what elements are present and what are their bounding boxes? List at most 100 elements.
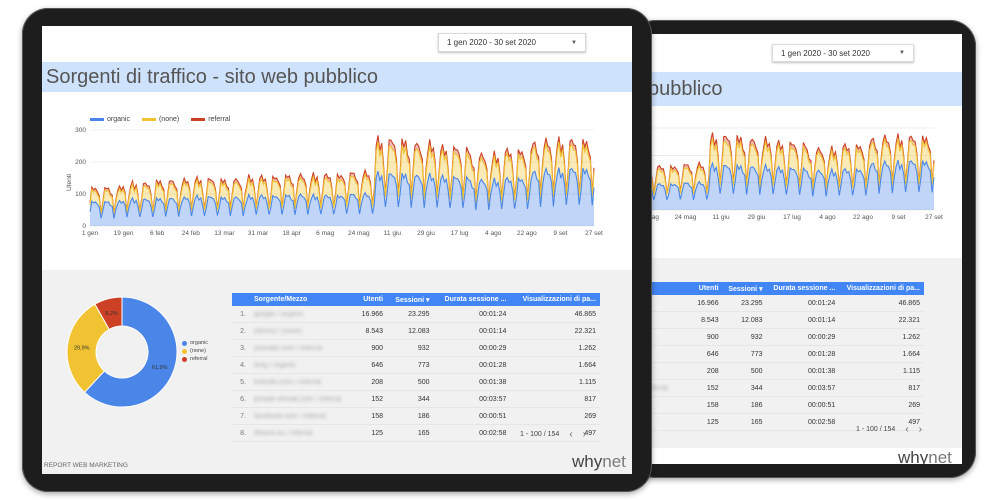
pagination-back: 1 - 100 / 154 ‹ › bbox=[856, 424, 922, 435]
row-index: 5. bbox=[232, 373, 250, 391]
col-header-views[interactable]: Visualizzazioni di pa... bbox=[839, 282, 924, 295]
duration-cell: 00:01:14 bbox=[433, 322, 511, 340]
x-tick-label: 18 apr bbox=[282, 230, 301, 237]
users-cell: 646 bbox=[354, 356, 388, 374]
source-cell: (direct) / (none) bbox=[250, 322, 355, 340]
table-row[interactable]: 1. google / organic 16.966 23.295 00:01:24 46… bbox=[232, 306, 600, 323]
col-header-users[interactable]: Utenti bbox=[354, 293, 388, 306]
chevron-left-icon[interactable]: ‹ bbox=[905, 424, 909, 435]
table-row[interactable]: 3. youtube.com / referral 900 932 00:00:29 1.… bbox=[232, 339, 600, 357]
duration-cell: 00:02:58 bbox=[433, 424, 511, 442]
series-line-organic bbox=[649, 159, 935, 201]
duration-cell: 00:01:28 bbox=[433, 356, 511, 374]
x-tick-label: 4 ago bbox=[485, 230, 502, 237]
users-cell: 8.543 bbox=[354, 322, 388, 340]
table-row[interactable]: 6. portale.ehmail.com / referral 152 344 00:… bbox=[232, 390, 600, 408]
sessions-cell: 186 bbox=[387, 407, 434, 425]
col-header-duration[interactable]: Durata sessione ... bbox=[433, 293, 511, 306]
views-cell: 497 bbox=[839, 413, 924, 431]
date-range-selector-back[interactable]: 1 gen 2020 - 30 set 2020 ▼ bbox=[772, 44, 914, 62]
date-range-text: 1 gen 2020 - 30 set 2020 bbox=[781, 48, 870, 58]
duration-cell: 00:02:58 bbox=[766, 413, 840, 431]
source-cell bbox=[644, 413, 692, 431]
chevron-down-icon: ▼ bbox=[571, 39, 577, 46]
users-cell: 900 bbox=[692, 328, 723, 346]
table-row[interactable]: 2. (direct) / (none) 8.543 12.083 00:01:14 22… bbox=[232, 322, 600, 340]
area-organic bbox=[90, 167, 594, 226]
pie-legend-organic[interactable]: organic bbox=[182, 340, 208, 346]
col-header-source[interactable]: Sorgente/Mezzo bbox=[250, 293, 355, 306]
pie-chart: 61,9% 29,9% 8,2% bbox=[66, 296, 178, 408]
table-row[interactable]: i90093200:00:291.262 bbox=[644, 328, 924, 346]
y-tick-label: 300 bbox=[75, 127, 86, 134]
x-tick-label: 9 set bbox=[891, 214, 905, 221]
x-tick-label: 24 mag bbox=[348, 230, 370, 237]
x-tick-label: 31 mar bbox=[248, 230, 269, 237]
pie-legend: organic (none) referral bbox=[182, 340, 208, 364]
sort-down-icon: ▾ bbox=[426, 296, 430, 304]
users-cell: 646 bbox=[692, 345, 723, 363]
col-header-source[interactable] bbox=[644, 282, 692, 295]
table-row[interactable]: 158 186 00:00:51 269 bbox=[644, 396, 924, 414]
table-row[interactable]: 125 165 00:02:58 497 bbox=[644, 413, 924, 431]
x-tick-label: 17 lug bbox=[451, 230, 469, 237]
series-line-none bbox=[649, 137, 935, 195]
pie-legend-referral[interactable]: referral bbox=[182, 356, 208, 362]
table-row[interactable]: i20850000:01:381.115 bbox=[644, 362, 924, 380]
col-header-sessions[interactable]: Sessioni ▾ bbox=[387, 293, 434, 306]
views-cell: 22.321 bbox=[510, 322, 600, 340]
users-cell: 158 bbox=[354, 407, 388, 425]
sessions-cell: 773 bbox=[722, 345, 767, 363]
row-index: 4. bbox=[232, 356, 250, 374]
legend-item-none[interactable]: (none) bbox=[141, 116, 179, 123]
pie-slice-label: 8,2% bbox=[105, 311, 118, 317]
duration-cell: 00:01:24 bbox=[766, 295, 840, 312]
table-row[interactable]: eferral 152 344 00:03:57 817 bbox=[644, 379, 924, 397]
sessions-cell: 165 bbox=[722, 413, 767, 431]
views-cell: 1.115 bbox=[510, 373, 600, 391]
back-screen: 1 gen 2020 - 30 set 2020 ▼ pubblico 6 ma… bbox=[644, 34, 962, 464]
pagination: 1 - 100 / 154 ‹ › bbox=[520, 429, 586, 440]
sessions-cell: 500 bbox=[387, 373, 434, 391]
x-tick-label: 6 feb bbox=[150, 230, 165, 237]
data-table-back: Utenti Sessioni ▾ Durata sessione ... Vi… bbox=[644, 282, 924, 431]
users-cell: 125 bbox=[692, 413, 723, 431]
chevron-right-icon[interactable]: › bbox=[582, 429, 586, 440]
col-header-users[interactable]: Utenti bbox=[692, 282, 723, 295]
col-header-duration[interactable]: Durata sessione ... bbox=[766, 282, 840, 295]
users-cell: 16.966 bbox=[354, 306, 388, 323]
x-tick-label: 19 gen bbox=[114, 230, 134, 237]
source-cell: bing / organic bbox=[250, 356, 355, 374]
table-row[interactable]: 646 773 00:01:28 1.664 bbox=[644, 345, 924, 363]
series-line-referral bbox=[649, 132, 935, 194]
table-row[interactable]: 5. linkedin.com / referral 208 500 00:01:38 1… bbox=[232, 373, 600, 391]
series-line-referral bbox=[89, 135, 595, 214]
row-index: 7. bbox=[232, 407, 250, 425]
series-line-none bbox=[89, 141, 595, 215]
views-cell: 1.262 bbox=[510, 339, 600, 357]
table-row[interactable]: 8. dtseco.eu / referral 125 165 00:02:58 497 bbox=[232, 424, 600, 442]
chevron-left-icon[interactable]: ‹ bbox=[569, 429, 573, 440]
date-range-selector[interactable]: 1 gen 2020 - 30 set 2020 ▼ bbox=[438, 33, 586, 52]
table-row[interactable]: 16.966 23.295 00:01:24 46.865 bbox=[644, 295, 924, 312]
col-header-sessions[interactable]: Sessioni ▾ bbox=[722, 282, 767, 295]
legend-item-organic[interactable]: organic bbox=[90, 116, 130, 123]
x-tick-label: 4 ago bbox=[819, 214, 836, 221]
page-title-text: Sorgenti di traffico - sito web pubblico bbox=[46, 65, 379, 88]
col-header-views[interactable]: Visualizzazioni di pa... bbox=[510, 293, 600, 306]
users-cell: 208 bbox=[354, 373, 388, 391]
views-cell: 817 bbox=[839, 379, 924, 397]
report-footer: REPORT WEB MARKETING bbox=[44, 462, 128, 469]
table-row[interactable]: 7. facebook.com / referral 158 186 00:00:51 2… bbox=[232, 407, 600, 425]
pagination-text: 1 - 100 / 154 bbox=[856, 426, 896, 433]
source-cell: eferral bbox=[644, 379, 692, 397]
chevron-right-icon[interactable]: › bbox=[918, 424, 922, 435]
pie-legend-none[interactable]: (none) bbox=[182, 348, 208, 354]
table-row[interactable]: 4. bing / organic 646 773 00:01:28 1.664 bbox=[232, 356, 600, 374]
table-row[interactable]: 8.543 12.083 00:01:14 22.321 bbox=[644, 311, 924, 329]
views-cell: 1.664 bbox=[510, 356, 600, 374]
legend-item-referral[interactable]: referral bbox=[191, 116, 230, 123]
pie-slice-organic bbox=[83, 296, 178, 408]
source-cell: youtube.com / referral bbox=[250, 339, 355, 357]
